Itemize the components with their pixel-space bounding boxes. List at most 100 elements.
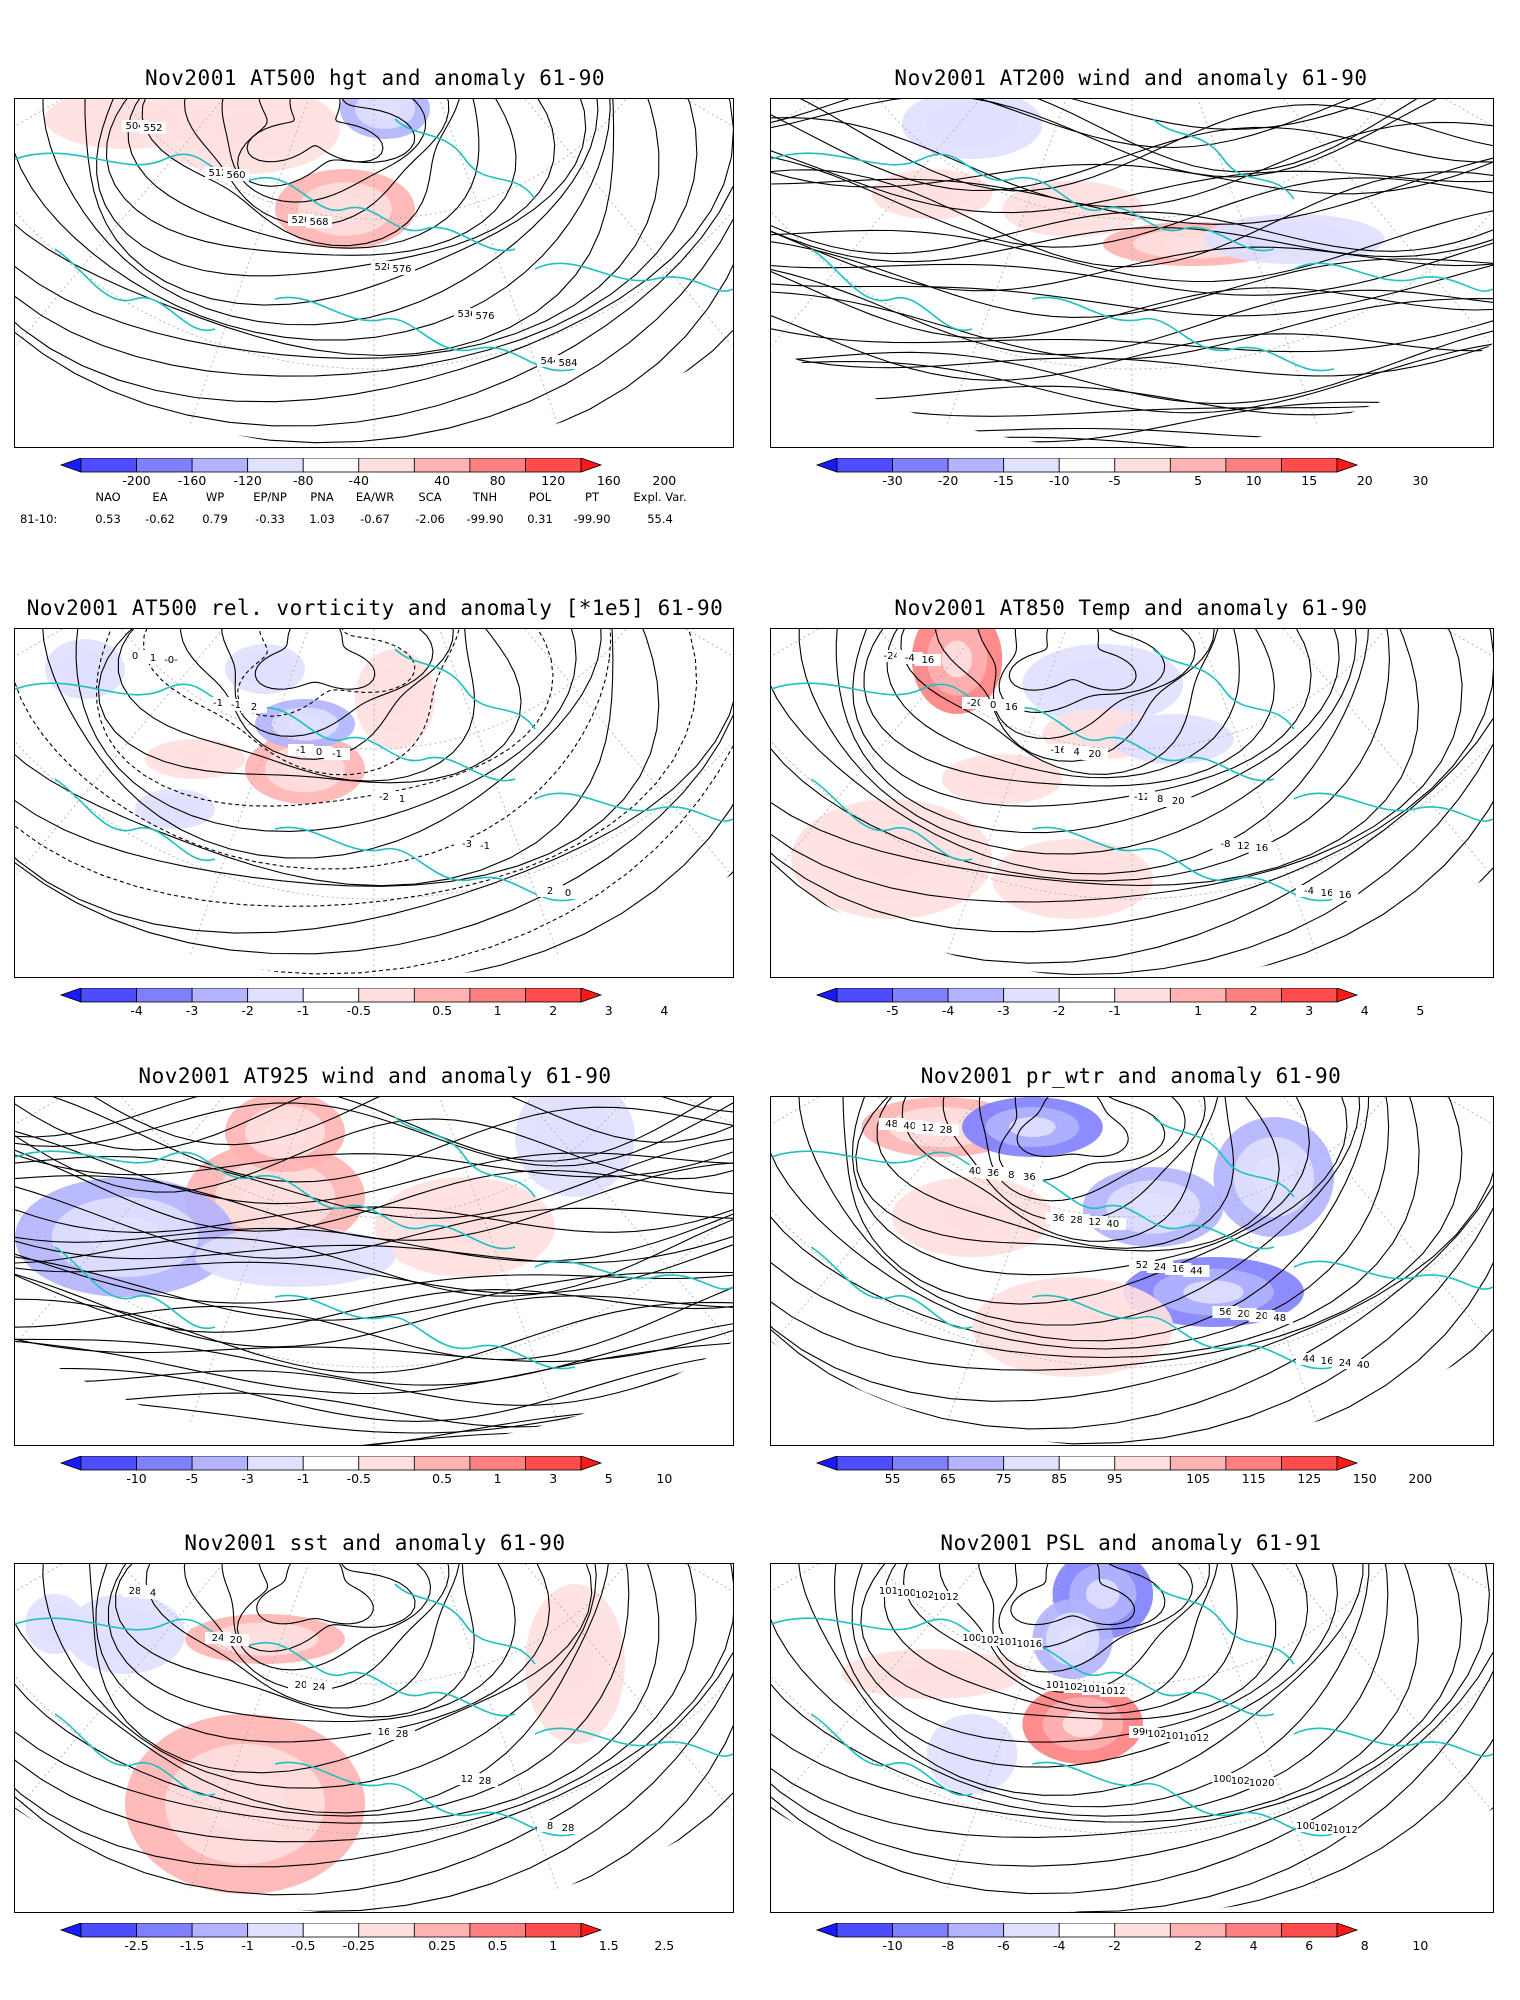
colorbar-tick-label: 4 <box>660 1003 669 1018</box>
coastline <box>1293 1260 1493 1290</box>
contour-label: 4 <box>150 1588 156 1599</box>
contour-line <box>15 99 733 427</box>
contour-line <box>41 629 602 859</box>
contour-label: -24 <box>883 651 899 662</box>
contour-label: 28 <box>562 1823 575 1834</box>
contour-line <box>771 1564 1490 1867</box>
panel-p8: Nov2001 PSL and anomaly 61-91 1016 1008 10… <box>770 1525 1494 1955</box>
coastline <box>534 1727 733 1757</box>
streamline <box>15 1210 733 1297</box>
colorbar-swatch <box>947 1923 1005 1938</box>
contour-line <box>15 629 733 955</box>
streamline <box>15 1125 733 1205</box>
coastline <box>1152 648 1295 730</box>
coastline <box>1152 118 1295 200</box>
contour-label: 28 <box>479 1776 492 1787</box>
colorbar-tick-label: 5 <box>1416 1003 1425 1018</box>
coastline <box>274 1761 576 1837</box>
contour-label: 0 <box>565 888 571 899</box>
coastline <box>54 778 216 862</box>
coastline <box>771 1150 1275 1250</box>
colorbar-swatch <box>247 1456 304 1471</box>
contour-label: 16 <box>1255 843 1268 854</box>
anomaly-shading <box>1183 1280 1244 1304</box>
contour-label-bg <box>389 263 415 275</box>
contour-line <box>771 1564 1493 1912</box>
contour-line <box>236 1564 416 1653</box>
colorbar-tick-label: -3 <box>997 1003 1010 1018</box>
contour-label-bg <box>1332 889 1359 901</box>
colorbar-swatch <box>892 1456 949 1471</box>
colorbar-swatch <box>1114 458 1171 473</box>
colorbar-tick-label: -0.5 <box>291 1938 316 1953</box>
colorbar-tick-label: 200 <box>652 473 677 488</box>
contour-label: 40 <box>1357 1360 1370 1371</box>
colorbar-tick-label: -20 <box>937 473 959 488</box>
anomaly-shading <box>261 1247 329 1267</box>
colorbar-tick-label: 0.5 <box>432 1003 453 1018</box>
colorbar-tick-label: -10 <box>126 1471 147 1486</box>
contour-label: 36 <box>1052 1213 1065 1224</box>
colorbar-tick-label: 150 <box>1352 1471 1377 1486</box>
colorbar-tick-label: 85 <box>1051 1471 1068 1486</box>
streamline <box>771 117 1493 208</box>
contour-line <box>115 1564 475 1718</box>
streamline <box>771 307 1493 381</box>
anomaly-shading <box>1263 230 1325 248</box>
contour-line <box>797 1564 1364 1796</box>
contour-label: 12 <box>921 1123 934 1134</box>
contour-line <box>860 1564 1277 1720</box>
colorbar-swatch <box>1281 458 1338 473</box>
contour-label-bg <box>932 1591 960 1603</box>
contour-label: 20 <box>1088 749 1101 760</box>
contour-label: 16 <box>1339 890 1352 901</box>
colorbar-tick-label: 95 <box>1106 1471 1123 1486</box>
streamline <box>15 1236 733 1295</box>
contour-line <box>771 629 1390 882</box>
contour-label: 24 <box>1339 1358 1352 1369</box>
contour-label-bg <box>223 1634 249 1646</box>
colorbar-arrow-left <box>59 1923 82 1938</box>
teleconnection-header: EA <box>152 490 168 504</box>
colorbar-tick-label: 3 <box>549 1471 558 1486</box>
colorbar-tick-label: -2 <box>1052 1003 1066 1018</box>
coastline <box>810 778 973 862</box>
contour-line <box>84 99 587 306</box>
coastline <box>1152 1583 1295 1665</box>
colorbar-swatch <box>1281 1923 1338 1938</box>
contour-label: 552 <box>143 123 162 134</box>
contour-line <box>15 1564 660 1824</box>
colorbar-swatch <box>413 1923 471 1938</box>
contour-line <box>771 1097 1493 1445</box>
contour-label: 28 <box>940 1125 953 1136</box>
map-svg: 504 512 520 528 536 544 552 560 568 576 576 584 <box>15 99 733 447</box>
contour-label-bg <box>241 701 267 713</box>
colorbar-swatch <box>1114 1456 1171 1471</box>
colorbar-tick-label: 55 <box>884 1471 901 1486</box>
contour-line <box>42 99 599 326</box>
meridian <box>771 1097 1133 1445</box>
contour-line <box>95 1564 551 1743</box>
streamline <box>771 262 1493 339</box>
colorbar-tick-label: -5 <box>886 1003 899 1018</box>
colorbar-tick-label: 1 <box>1194 1003 1203 1018</box>
colorbar-tick-label: -200 <box>122 473 151 488</box>
contour-label: 528 <box>374 262 393 273</box>
colorbar-swatch <box>136 988 193 1003</box>
colorbar-tick-label: 120 <box>541 473 566 488</box>
teleconnection-headers: NAO EA WP EP/NP PNA EA/WR SCA TNH POL PT Expl. Var… <box>20 490 740 506</box>
contour-line <box>998 1097 1166 1182</box>
anomaly-shading <box>88 1217 162 1257</box>
contour-line <box>75 629 577 832</box>
contour-label: 0 <box>990 700 996 711</box>
contour-label: 1020 <box>1231 1776 1257 1787</box>
colorbar-arrow-right <box>1336 458 1359 473</box>
contour-line <box>237 99 416 187</box>
coastline <box>54 1246 216 1330</box>
coastline <box>394 648 536 730</box>
contour-line <box>183 1564 450 1692</box>
contour-line <box>97 629 522 784</box>
anomaly-shading <box>1076 670 1130 698</box>
contour-label-bg <box>389 793 415 805</box>
meridian <box>373 629 614 977</box>
